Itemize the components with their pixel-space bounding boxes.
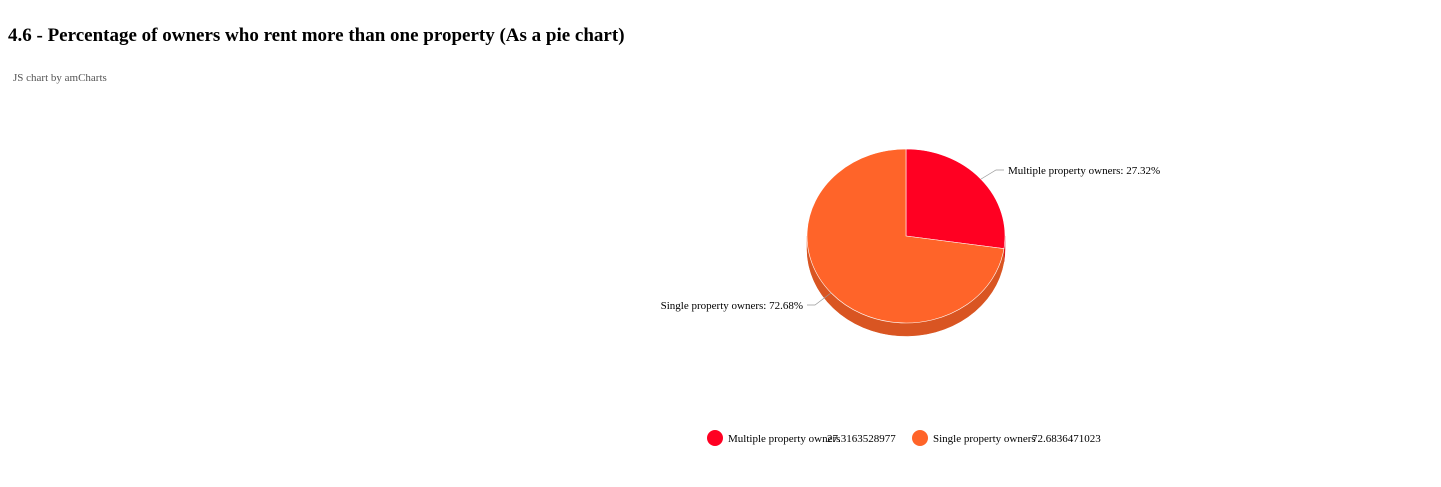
slice-label-0: Multiple property owners: 27.32% xyxy=(1008,165,1160,177)
legend-marker-0 xyxy=(707,430,723,446)
legend-label-0: Multiple property owners xyxy=(728,433,840,445)
pie-slice-1[interactable] xyxy=(806,148,1005,324)
legend-marker-1 xyxy=(912,430,928,446)
legend-value-0: 27.3163528977 xyxy=(827,433,896,445)
pie-top-layer xyxy=(806,148,1006,324)
legend-value-1: 72.6836471023 xyxy=(1032,433,1101,445)
page-title: 4.6 - Percentage of owners who rent more… xyxy=(8,25,625,46)
pie-slice-0[interactable] xyxy=(905,148,1006,249)
amcharts-credit-link[interactable]: JS chart by amCharts xyxy=(13,72,107,84)
slice-label-connector-1 xyxy=(807,292,832,306)
slice-labels: Multiple property owners: 27.32% Single p… xyxy=(661,165,1161,312)
legend-label-1: Single property owners xyxy=(933,433,1036,445)
slice-label-connector-0 xyxy=(980,169,1004,180)
slice-label-1: Single property owners: 72.68% xyxy=(661,300,803,312)
